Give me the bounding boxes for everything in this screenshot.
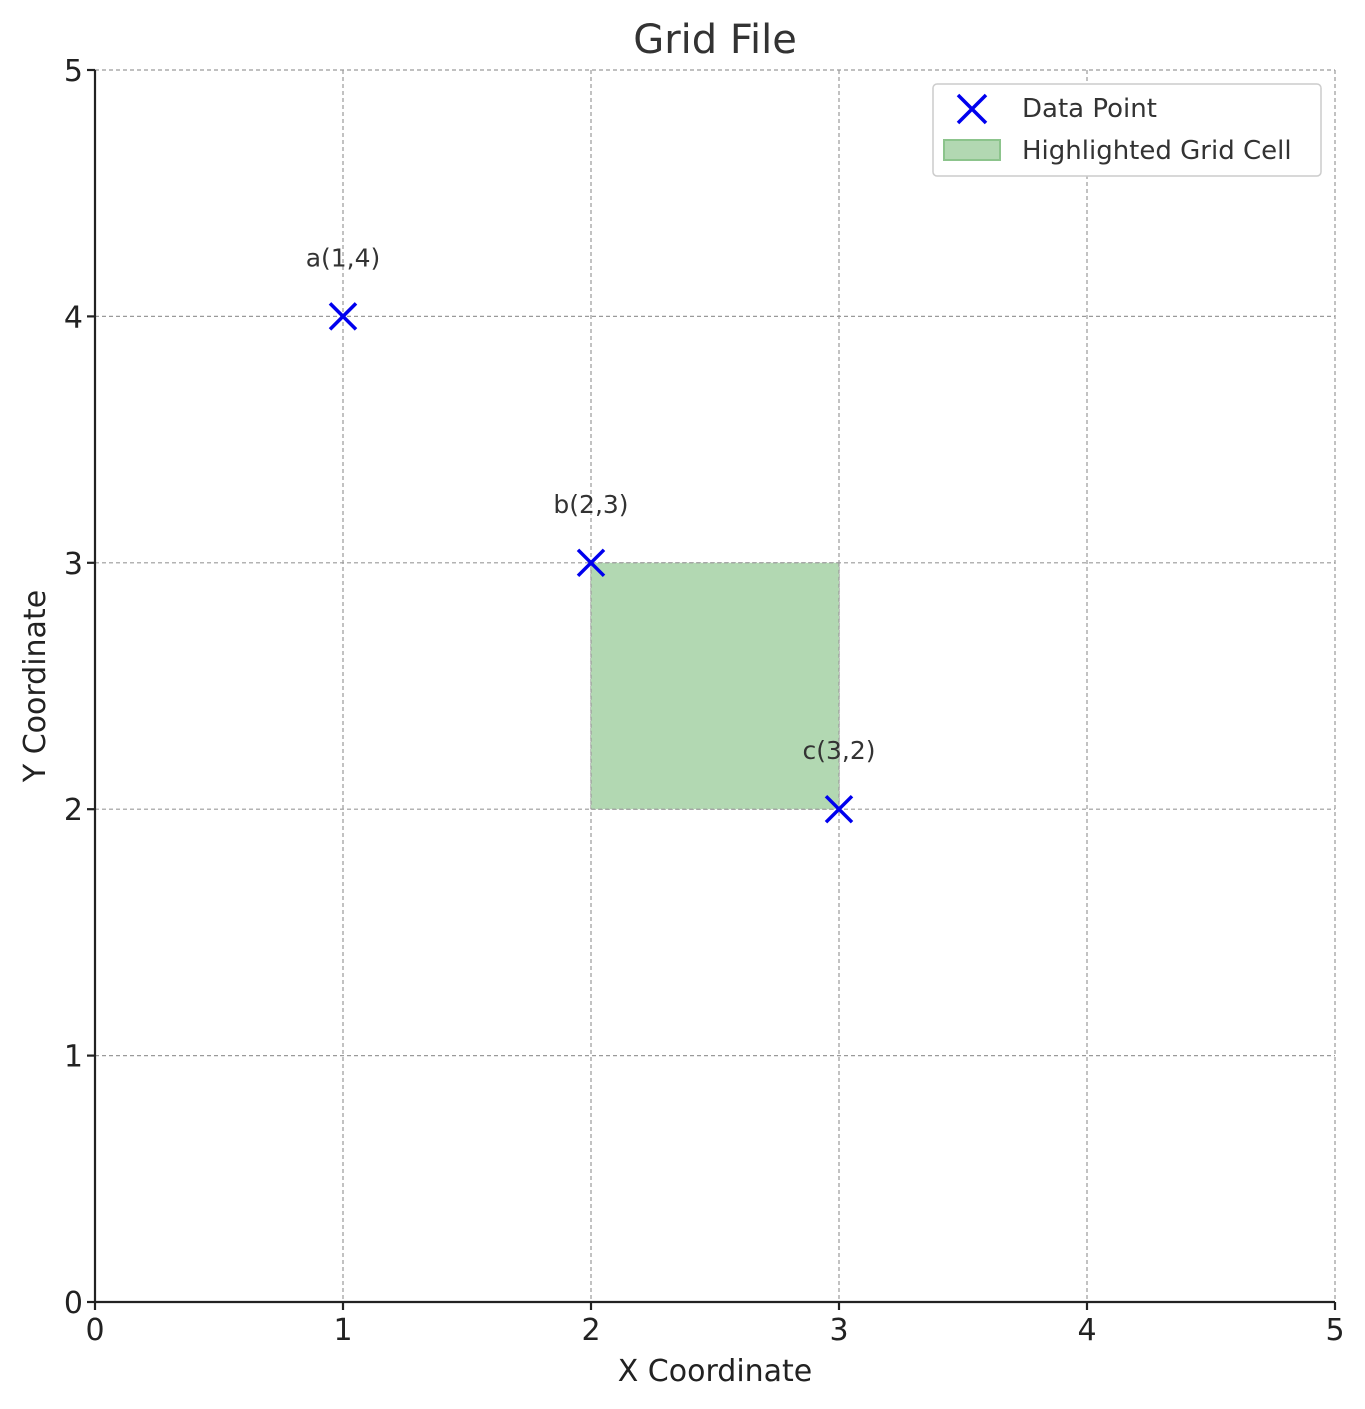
data-point-c	[824, 794, 854, 824]
data-point-label: b(2,3)	[553, 490, 628, 519]
y-tick-label: 3	[64, 547, 83, 582]
x-marker-stroke	[824, 794, 854, 824]
ticks: 0 1 2 3 4 5 0 1 2 3 4 5	[64, 54, 1345, 1348]
legend-label-highlighted-cell: Highlighted Grid Cell	[1022, 136, 1292, 166]
y-tick-label: 1	[64, 1040, 83, 1075]
highlight-layer	[590, 562, 840, 810]
x-marker-stroke	[328, 302, 358, 331]
highlighted-grid-cell	[591, 562, 839, 810]
legend-swatch-highlighted-cell	[943, 139, 1001, 161]
legend-frame	[932, 83, 1322, 177]
data-point-b	[576, 548, 606, 578]
x-marker-stroke	[576, 548, 606, 578]
data-point-a	[328, 302, 358, 331]
data-point-label: a(1,4)	[306, 243, 381, 272]
legend-label-data-point: Data Point	[1022, 94, 1157, 124]
y-tick-label: 4	[64, 300, 83, 335]
legend-marker-x-icon	[956, 93, 988, 125]
legend: Data Point Highlighted Grid Cell	[932, 83, 1322, 177]
y-tick-label: 0	[64, 1286, 83, 1321]
data-points: a(1,4) b(2,3) c(3,2)	[306, 243, 876, 824]
x-tick-label: 0	[85, 1313, 104, 1348]
x-tick-label: 1	[333, 1313, 352, 1348]
x-tick-label: 5	[1325, 1313, 1344, 1348]
x-tick-label: 2	[581, 1313, 600, 1348]
chart-title: Grid File	[633, 17, 797, 63]
x-tick-label: 4	[1077, 1313, 1096, 1348]
x-axis-label: X Coordinate	[618, 1354, 813, 1389]
x-tick-label: 3	[829, 1313, 848, 1348]
y-tick-label: 5	[64, 54, 83, 89]
y-axis-label: Y Coordinate	[18, 590, 53, 783]
data-point-label: c(3,2)	[802, 736, 875, 765]
y-tick-label: 2	[64, 793, 83, 828]
axes	[93, 70, 1335, 1304]
